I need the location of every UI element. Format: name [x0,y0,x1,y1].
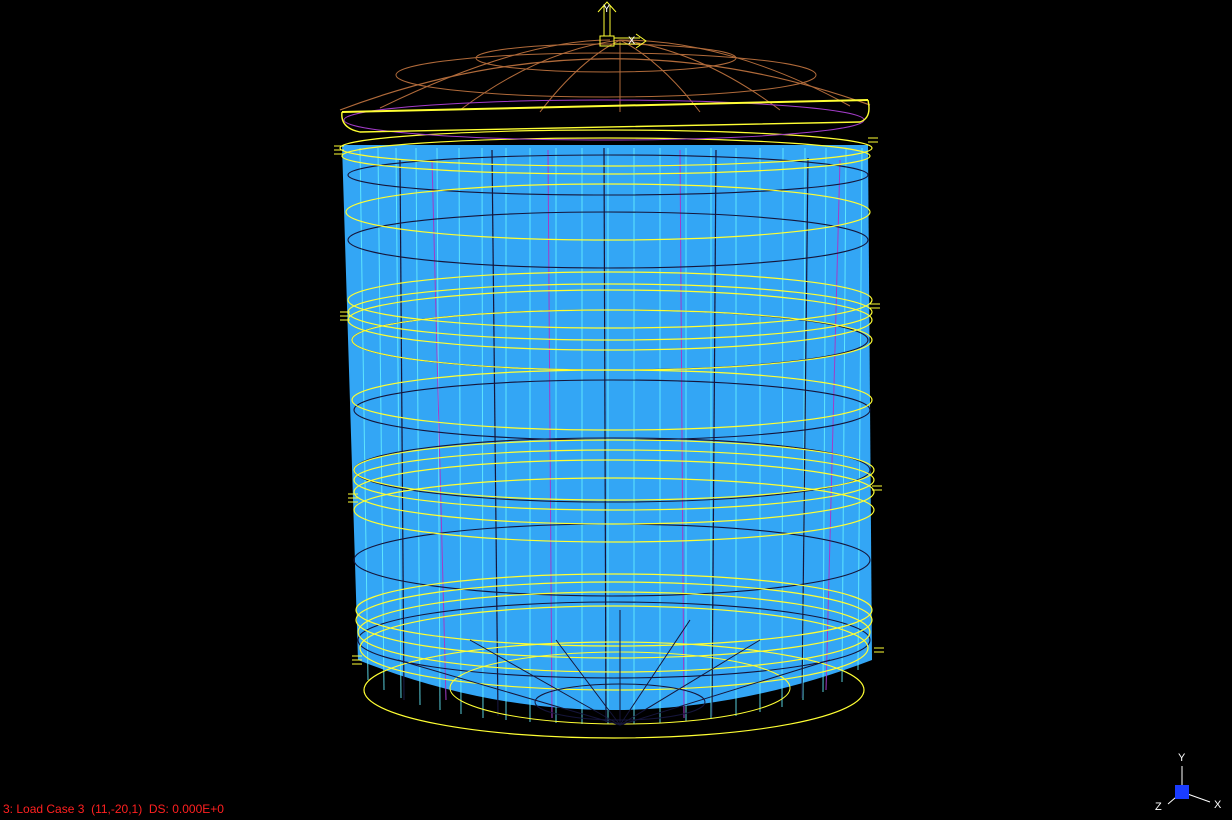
ring-tick-marks [334,137,884,665]
tank-shell-fill [342,145,872,710]
bottom-plate [397,610,831,726]
triad-y-label: Y [1178,752,1186,764]
view-orientation-triad[interactable]: Y X Z [1155,752,1222,813]
displacement-scale: DS: 0.000E+0 [148,802,224,816]
model-axis-y-label: Y [603,3,611,15]
model-axis-marker: Y X [597,1,647,49]
triad-z-label: Z [1155,801,1162,813]
load-case-status: 3: Load Case 3 (11,-20,1) DS: 0.000E+0 [3,802,224,816]
triad-origin-box [1175,785,1189,799]
load-case-label: 3: Load Case 3 [3,802,85,816]
triad-x-label: X [1214,799,1222,811]
shell-grid-verticals [399,147,809,723]
roof-dome [339,39,871,141]
shell-grid-verticals-purple [431,149,841,719]
model-axis-x-label: X [628,35,636,47]
node-coordinate: (11,-20,1) [91,802,143,816]
